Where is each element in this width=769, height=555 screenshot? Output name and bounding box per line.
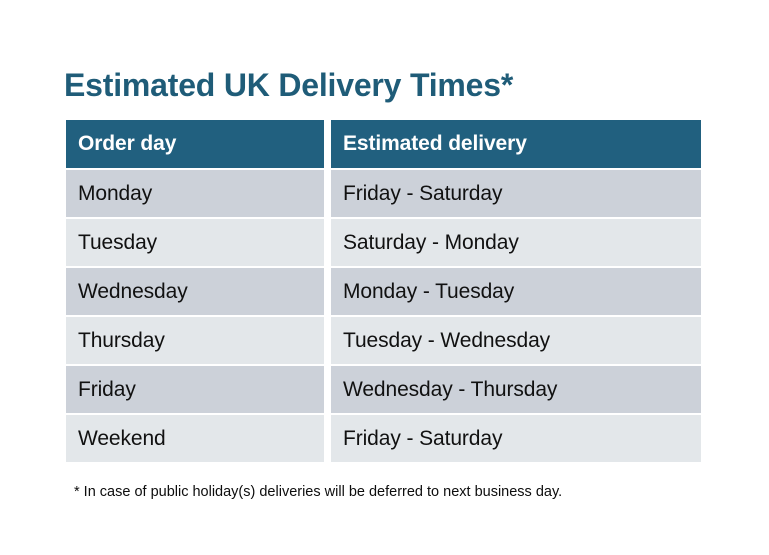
cell-order-day: Friday (66, 366, 324, 413)
table-row: Thursday Tuesday - Wednesday (66, 317, 701, 364)
delivery-times-table: Order day Estimated delivery Monday Frid… (66, 120, 701, 462)
page-title: Estimated UK Delivery Times* (64, 67, 514, 104)
cell-estimated-delivery: Friday - Saturday (331, 170, 701, 217)
cell-order-day: Monday (66, 170, 324, 217)
cell-estimated-delivery: Friday - Saturday (331, 415, 701, 462)
column-header-order-day: Order day (66, 120, 324, 168)
table-row: Monday Friday - Saturday (66, 170, 701, 217)
cell-estimated-delivery: Wednesday - Thursday (331, 366, 701, 413)
footnote-text: * In case of public holiday(s) deliverie… (74, 484, 563, 500)
cell-estimated-delivery: Saturday - Monday (331, 219, 701, 266)
cell-estimated-delivery: Tuesday - Wednesday (331, 317, 701, 364)
cell-order-day: Wednesday (66, 268, 324, 315)
table-header-row: Order day Estimated delivery (66, 120, 701, 168)
table-row: Tuesday Saturday - Monday (66, 219, 701, 266)
table-row: Weekend Friday - Saturday (66, 415, 701, 462)
cell-order-day: Thursday (66, 317, 324, 364)
column-header-estimated-delivery: Estimated delivery (331, 120, 701, 168)
cell-order-day: Weekend (66, 415, 324, 462)
table-row: Friday Wednesday - Thursday (66, 366, 701, 413)
cell-estimated-delivery: Monday - Tuesday (331, 268, 701, 315)
table-row: Wednesday Monday - Tuesday (66, 268, 701, 315)
cell-order-day: Tuesday (66, 219, 324, 266)
